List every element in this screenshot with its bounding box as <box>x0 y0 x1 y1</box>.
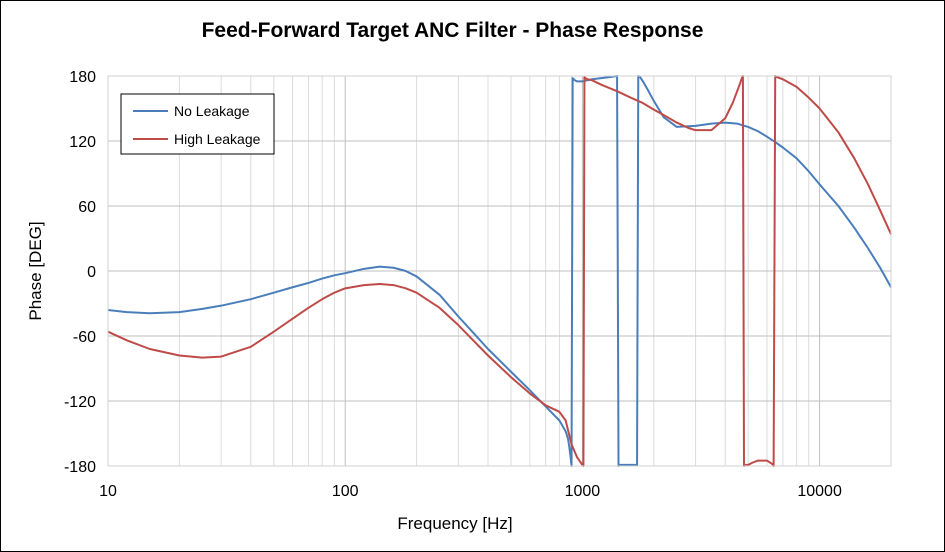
legend: No Leakage High Leakage <box>120 93 275 155</box>
legend-label-high-leakage: High Leakage <box>174 131 261 147</box>
y-tick-label: 60 <box>78 199 96 216</box>
x-tick-labels: 10 100 1000 10000 <box>99 483 842 500</box>
plot-area-border <box>107 75 892 467</box>
x-tick-label: 10 <box>99 483 117 500</box>
y-tick-label: -180 <box>64 459 96 476</box>
y-axis-label: Phase [DEG] <box>26 221 45 320</box>
x-tick-label: 10000 <box>797 483 842 500</box>
chart-title: Feed-Forward Target ANC Filter - Phase R… <box>201 19 704 42</box>
grid <box>107 75 892 467</box>
y-tick-label: 120 <box>69 134 96 151</box>
series-line-no-leakage <box>107 75 892 467</box>
legend-box <box>120 93 275 155</box>
y-tick-label: 0 <box>87 264 96 281</box>
y-tick-label: -120 <box>64 394 96 411</box>
y-tick-label: 180 <box>69 69 96 86</box>
y-tick-labels: 180 120 60 0 -60 -120 -180 <box>64 69 96 476</box>
y-tick-label: -60 <box>73 329 96 346</box>
series-lines <box>107 75 892 467</box>
x-tick-label: 100 <box>332 483 359 500</box>
x-axis-label: Frequency [Hz] <box>397 514 512 533</box>
x-tick-label: 1000 <box>565 483 601 500</box>
series-line-high-leakage <box>107 75 892 467</box>
legend-label-no-leakage: No Leakage <box>174 103 250 119</box>
